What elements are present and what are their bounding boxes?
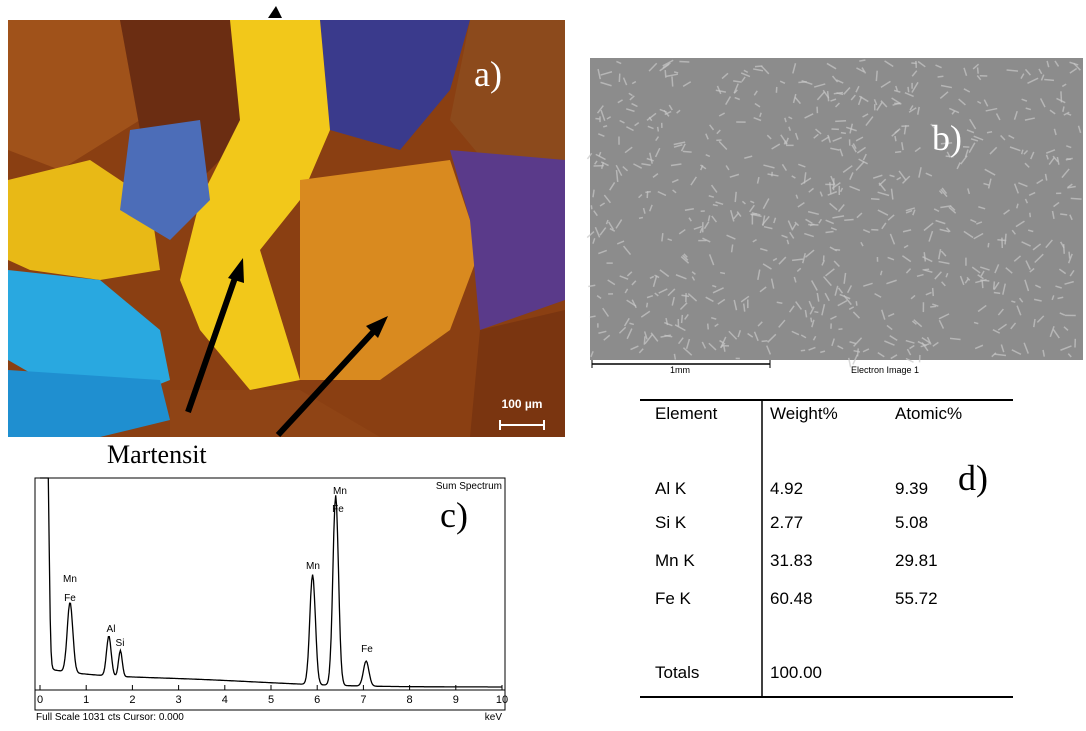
texture xyxy=(830,323,832,328)
table-cell: Fe K xyxy=(655,589,692,608)
texture xyxy=(608,293,613,295)
texture xyxy=(980,75,988,77)
panel-label: a) xyxy=(474,54,502,94)
table-cell: 2.77 xyxy=(770,513,803,532)
texture xyxy=(685,293,687,302)
panel-label: b) xyxy=(932,118,962,158)
texture xyxy=(597,323,599,327)
x-tick-label: 2 xyxy=(129,694,135,706)
table-cell: Mn K xyxy=(655,551,695,570)
x-tick-label: 0 xyxy=(37,694,43,706)
peak-label: Fe xyxy=(64,593,76,604)
table-header: Atomic% xyxy=(895,404,962,423)
table-cell: 31.83 xyxy=(770,551,813,570)
table-cell: 9.39 xyxy=(895,479,928,498)
table-cell: 55.72 xyxy=(895,589,938,608)
texture xyxy=(677,319,679,327)
table-cell: Si K xyxy=(655,513,687,532)
x-tick-label: 7 xyxy=(360,694,366,706)
spectrum-title: Sum Spectrum xyxy=(436,481,502,492)
table-cell: 4.92 xyxy=(770,479,803,498)
texture xyxy=(618,137,620,145)
texture xyxy=(702,222,704,232)
table-total: Totals xyxy=(655,663,699,682)
x-tick-label: 4 xyxy=(222,694,228,706)
texture xyxy=(786,145,794,147)
image-caption: Electron Image 1 xyxy=(851,365,919,375)
scale-bar-label: 1mm xyxy=(670,365,690,375)
texture xyxy=(701,210,705,212)
peak-label: Fe xyxy=(361,644,373,655)
table-total: 100.00 xyxy=(770,663,822,682)
x-tick-label: 3 xyxy=(176,694,182,706)
table: Element Weight% Atomic% Al K 4.92 9.39 Si K 2.7… xyxy=(655,404,962,682)
x-unit: keV xyxy=(485,712,503,723)
table-lines xyxy=(640,400,1013,697)
texture xyxy=(1065,315,1076,317)
texture xyxy=(1056,193,1061,195)
peak-label: Mn xyxy=(333,486,347,497)
texture xyxy=(736,121,745,123)
x-tick-label: 6 xyxy=(314,694,320,706)
table-header: Element xyxy=(655,404,718,423)
texture xyxy=(911,83,913,89)
texture xyxy=(599,116,601,122)
micrograph-b xyxy=(587,58,1083,368)
texture xyxy=(736,358,740,360)
panel-label: d) xyxy=(958,458,988,498)
figure: a) 100 µm Martensit b) 1mm Electron Imag… xyxy=(0,0,1086,726)
texture xyxy=(877,257,879,262)
peak-label: Al xyxy=(107,624,116,635)
texture xyxy=(965,258,967,266)
scale-bar-label: 100 µm xyxy=(502,397,543,411)
table-cell: 60.48 xyxy=(770,589,813,608)
page: a) 100 µm Martensit b) 1mm Electron Imag… xyxy=(0,0,1086,726)
x-tick-label: 10 xyxy=(496,694,508,706)
x-tick-label: 1 xyxy=(83,694,89,706)
table-header: Weight% xyxy=(770,404,838,423)
texture xyxy=(716,139,721,141)
texture xyxy=(747,300,749,309)
texture xyxy=(923,302,925,312)
table-cell: 29.81 xyxy=(895,551,938,570)
annotation: Martensit xyxy=(107,440,207,469)
x-tick-label: 5 xyxy=(268,694,274,706)
texture xyxy=(839,186,841,195)
texture xyxy=(849,139,851,145)
panel-label: c) xyxy=(440,495,468,535)
texture xyxy=(771,172,773,177)
spectrum-footer: Full Scale 1031 cts Cursor: 0.000 xyxy=(36,712,184,723)
peak-label: Mn xyxy=(306,561,320,572)
peak-label: Si xyxy=(116,638,125,649)
x-tick-label: 9 xyxy=(453,694,459,706)
table-cell: 5.08 xyxy=(895,513,928,532)
spectrum xyxy=(35,478,505,710)
texture xyxy=(661,123,663,128)
texture xyxy=(874,104,876,110)
x-tick-label: 8 xyxy=(407,694,413,706)
texture xyxy=(606,262,612,264)
table-cell: Al K xyxy=(655,479,687,498)
peak-label: Fe xyxy=(332,504,344,515)
peak-label: Mn xyxy=(63,574,77,585)
texture xyxy=(752,215,754,225)
